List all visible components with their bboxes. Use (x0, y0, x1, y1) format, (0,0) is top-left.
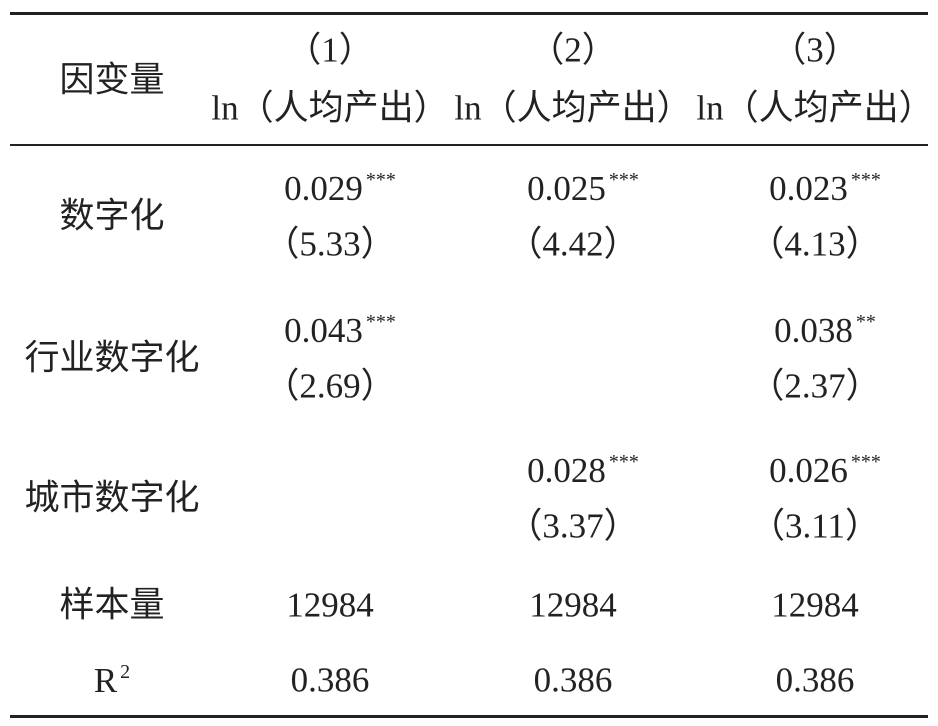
dependent-variable: ln（人均产出） (696, 88, 934, 128)
t-statistic: （4.13） (749, 224, 881, 264)
row-name: 城市数字化 (24, 478, 200, 518)
coefficient: 0.038 (774, 311, 853, 350)
top-rule (10, 12, 928, 15)
stat-value: 0.386 (775, 660, 855, 700)
t-statistic: （2.37） (749, 366, 881, 406)
significance-stars: ** (855, 311, 876, 333)
coefficient: 0.028 (527, 451, 606, 490)
coefficient-cell: 0.025 *** (527, 170, 639, 206)
stat-value: 12984 (286, 585, 374, 625)
coefficient: 0.025 (527, 169, 606, 208)
column-number: （3） (771, 30, 859, 70)
dependent-variable: ln（人均产出） (454, 88, 692, 128)
significance-stars: *** (365, 311, 396, 333)
stat-name-cell: 样本量 (59, 588, 164, 623)
significance-stars: *** (608, 451, 639, 473)
t-statistic: （5.33） (264, 224, 396, 264)
coefficient: 0.029 (284, 169, 363, 208)
t-statistic: （4.42） (507, 224, 639, 264)
stat-value: 0.386 (533, 660, 613, 700)
stat-name: 样本量 (59, 585, 165, 625)
coefficient-cell: 0.026 *** (769, 452, 881, 488)
significance-stars: *** (850, 169, 881, 191)
coefficient-cell: 0.043 *** (284, 312, 396, 348)
header-label: 因变量 (59, 60, 165, 100)
significance-stars: *** (365, 169, 396, 191)
column-number: （1） (286, 30, 374, 70)
stat-name: R (93, 661, 118, 700)
row-name: 数字化 (59, 196, 165, 236)
bottom-rule (10, 715, 928, 718)
coefficient: 0.026 (769, 451, 848, 490)
column-number: （2） (529, 30, 617, 70)
t-statistic: （3.11） (750, 506, 880, 546)
row-name: 行业数字化 (24, 338, 200, 378)
coefficient-cell: 0.029 *** (284, 170, 396, 206)
header-rule (10, 144, 928, 146)
significance-stars: *** (608, 169, 639, 191)
stat-value: 0.386 (290, 660, 370, 700)
stat-name-superscript: 2 (120, 661, 131, 683)
coefficient-cell: 0.038 ** (774, 312, 876, 348)
coefficient: 0.023 (769, 169, 848, 208)
stat-value: 12984 (771, 585, 859, 625)
t-statistic: （3.37） (507, 506, 639, 546)
coefficient-cell: 0.028 *** (527, 452, 639, 488)
dependent-variable: ln（人均产出） (211, 88, 449, 128)
stat-value: 12984 (529, 585, 617, 625)
t-statistic: （2.69） (264, 366, 396, 406)
coefficient-cell: 0.023 *** (769, 170, 881, 206)
coefficient: 0.043 (284, 311, 363, 350)
significance-stars: *** (850, 451, 881, 473)
